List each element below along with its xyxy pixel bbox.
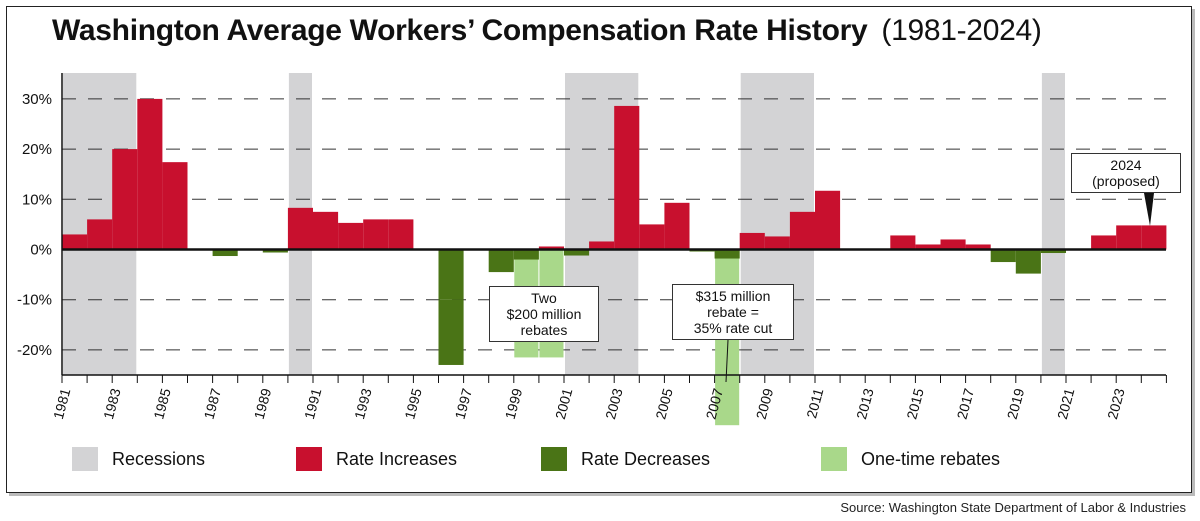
bar-1992 [338, 222, 364, 250]
x-tick-labels: 1981 1983 1985 1987 1989 1991 1993 1995 1997 1999… [50, 386, 1128, 420]
bar-1987 [212, 249, 238, 257]
callout-pointer-2024 [1144, 193, 1154, 226]
x-tick-label-2009: 2009 [753, 386, 777, 420]
bar-2011 [815, 190, 841, 250]
x-tick-label-1981: 1981 [50, 386, 74, 420]
y-tick-label--20: -20% [17, 342, 52, 359]
legend-label-decrease: Rate Decreases [581, 448, 711, 469]
x-tick-label-1985: 1985 [150, 386, 174, 420]
x-tick-label-2021: 2021 [1054, 386, 1078, 420]
legend-item-rebate: One-time rebates [821, 447, 1000, 471]
bar-1999 [513, 249, 539, 260]
x-tick-label-1987: 1987 [201, 386, 225, 420]
bar-2023 [1116, 225, 1142, 250]
x-tick-label-2011: 2011 [803, 386, 826, 419]
bar-2005 [664, 202, 690, 250]
chart-title: Washington Average Workers’ Compensation… [52, 14, 1042, 48]
legend-item-decrease: Rate Decreases [541, 447, 710, 471]
x-tick-label-2003: 2003 [602, 386, 626, 420]
bar-1991 [313, 211, 339, 250]
x-tick-label-1991: 1991 [301, 386, 325, 420]
callout-pointer-2007 [725, 339, 729, 383]
callout-pointer [725, 193, 1154, 383]
legend-item-increase: Rate Increases [296, 447, 457, 471]
bar-2003 [614, 105, 640, 250]
gridlines [62, 98, 1166, 351]
y-tick-label-20: 20% [22, 141, 52, 158]
title-subtitle: (1981-2024) [881, 14, 1042, 47]
bar-1983 [112, 149, 138, 250]
bar-2002 [589, 241, 615, 250]
bar-1984 [137, 98, 163, 250]
x-tick-label-2001: 2001 [552, 386, 576, 420]
bar-1990 [287, 207, 313, 250]
x-tick-label-2005: 2005 [652, 386, 676, 420]
bar-1993 [363, 219, 389, 250]
annotation-1: Two $200 million rebates [489, 286, 599, 342]
legend-swatch-increase [296, 447, 322, 471]
x-tick-label-1983: 1983 [100, 386, 124, 420]
bar-1985 [162, 162, 188, 250]
source-note: Source: Washington State Department of L… [840, 500, 1186, 515]
bar-1996-extended [438, 299, 464, 365]
bar-1996 [438, 249, 464, 300]
y-tick-label--10: -10% [17, 292, 52, 309]
bar-1998 [488, 249, 514, 273]
x-tick-label-2017: 2017 [954, 386, 978, 420]
y-tick-label-10: 10% [22, 191, 52, 208]
x-tick-label-1995: 1995 [401, 386, 425, 420]
y-tick-label-30: 30% [22, 91, 52, 108]
y-tick-label-0: 0% [30, 242, 52, 259]
bar-1989 [262, 249, 288, 253]
axes [61, 73, 1167, 383]
bar-2007 [714, 249, 740, 259]
legend-item-recession: Recessions [72, 447, 205, 471]
x-tick-label-2015: 2015 [903, 386, 927, 420]
bar-2001 [564, 249, 590, 256]
bar-2017 [965, 244, 991, 250]
bar-2024 [1141, 225, 1167, 250]
bar-1981 [62, 234, 88, 250]
bar-2016 [940, 239, 966, 250]
title-text: Washington Average Workers’ Compensation… [52, 14, 868, 47]
legend-swatch-rebate [821, 447, 847, 471]
legend-label-increase: Rate Increases [336, 448, 458, 469]
bar-2019 [1015, 249, 1041, 274]
x-tick-label-1999: 1999 [502, 386, 526, 420]
x-tick-label-1989: 1989 [251, 386, 275, 420]
x-tick-label-1997: 1997 [452, 386, 476, 420]
legend-swatch-decrease [541, 447, 567, 471]
x-tick-label-2007: 2007 [703, 386, 727, 420]
bar-2015 [915, 244, 941, 250]
x-tick-label-2019: 2019 [1004, 386, 1028, 420]
y-tick-labels: 30% 20% 10% 0% -10% -20% [17, 91, 52, 359]
bar-2014 [890, 235, 916, 250]
bar-2010 [789, 211, 815, 250]
annotation-2: $315 million rebate = 35% rate cut [672, 284, 794, 340]
annotation-3: 2024 (proposed) [1071, 153, 1181, 193]
bar-2004 [639, 224, 665, 250]
legend-swatch-recession [72, 447, 98, 471]
bar-2000 [538, 246, 564, 250]
bar-2022 [1091, 235, 1117, 250]
bar-1994 [388, 219, 414, 250]
recession-band-2020 [1041, 73, 1065, 375]
bar-2008 [739, 232, 765, 250]
legend-label-rebate: One-time rebates [861, 448, 1001, 469]
bar-1982 [87, 219, 113, 250]
bar-2009 [764, 236, 790, 250]
bar-2018 [990, 249, 1016, 263]
x-tick-label-2023: 2023 [1104, 386, 1128, 420]
x-tick-label-2013: 2013 [853, 386, 877, 420]
bar-2020 [1040, 249, 1066, 254]
legend-label-recession: Recessions [112, 448, 206, 469]
x-tick-label-1993: 1993 [351, 386, 375, 420]
